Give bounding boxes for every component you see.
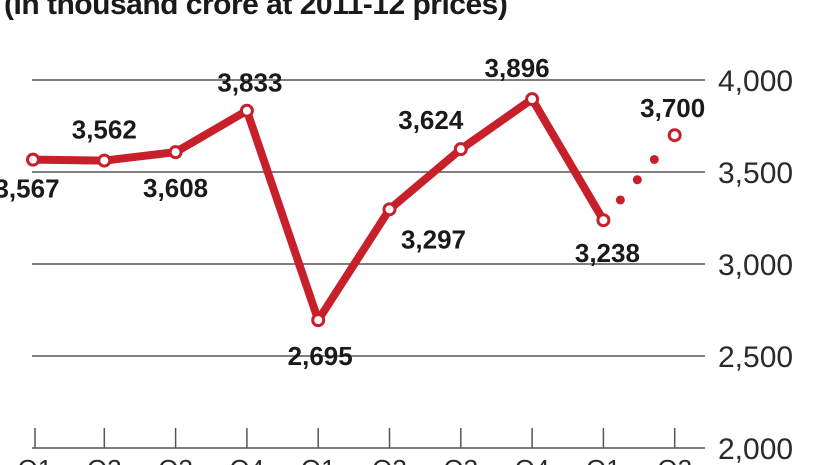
x-tick-label: Q4 [515, 454, 550, 465]
x-axis: Q1 Q2 Q3 Q4 Q1 Q2 Q3 Q4 Q1 Q2 [18, 428, 705, 465]
x-tick-label: Q3 [443, 454, 478, 465]
data-point [525, 92, 540, 107]
x-tick-label: Q1 [301, 454, 336, 465]
y-axis-labels: 2,000 2,500 3,000 3,500 4,000 [718, 65, 793, 465]
data-point [311, 313, 326, 328]
data-point [168, 145, 183, 160]
data-label: 3,608 [143, 173, 208, 203]
y-tick-label: 2,500 [718, 341, 793, 374]
x-tick-label: Q3 [158, 454, 193, 465]
data-point [239, 103, 254, 118]
data-label: 3,896 [485, 53, 550, 83]
y-tick-label: 2,000 [718, 433, 793, 465]
x-tick-label: Q1 [586, 454, 621, 465]
x-tick-label: Q2 [372, 454, 407, 465]
x-tick-label: Q2 [87, 454, 122, 465]
data-point [97, 153, 112, 168]
data-label: 3,562 [72, 115, 137, 145]
data-label: 3,833 [217, 68, 282, 98]
data-point [453, 142, 468, 157]
y-tick-label: 3,500 [718, 157, 793, 190]
y-tick-label: 4,000 [718, 65, 793, 98]
x-tick-label: Q4 [230, 454, 265, 465]
gridlines [32, 79, 705, 357]
data-point [667, 128, 682, 143]
chart-subtitle: (In thousand crore at 2011-12 prices) [4, 0, 508, 21]
data-label: 3,567 [0, 174, 60, 204]
data-point [596, 213, 611, 228]
y-tick-label: 3,000 [718, 249, 793, 282]
data-label: 3,624 [398, 105, 464, 135]
data-label: 3,700 [640, 93, 705, 123]
data-label: 3,238 [575, 238, 640, 268]
data-label: 2,695 [288, 341, 353, 371]
x-tick-label: Q2 [657, 454, 692, 465]
projection-dot [632, 175, 642, 185]
x-tick-label: Q1 [18, 454, 53, 465]
data-points [26, 92, 682, 328]
projection-dot [615, 195, 625, 205]
projection-dot [649, 154, 659, 164]
data-point [26, 152, 40, 167]
data-label: 3,297 [401, 224, 466, 254]
data-point [382, 202, 397, 217]
